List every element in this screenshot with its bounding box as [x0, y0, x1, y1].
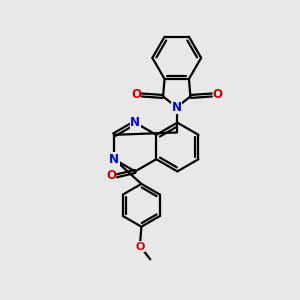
Text: O: O	[131, 88, 141, 101]
Text: O: O	[106, 169, 116, 182]
Text: N: N	[172, 101, 182, 114]
Text: O: O	[212, 88, 222, 101]
Text: N: N	[130, 116, 140, 129]
Text: O: O	[135, 242, 145, 252]
Text: N: N	[109, 153, 119, 166]
